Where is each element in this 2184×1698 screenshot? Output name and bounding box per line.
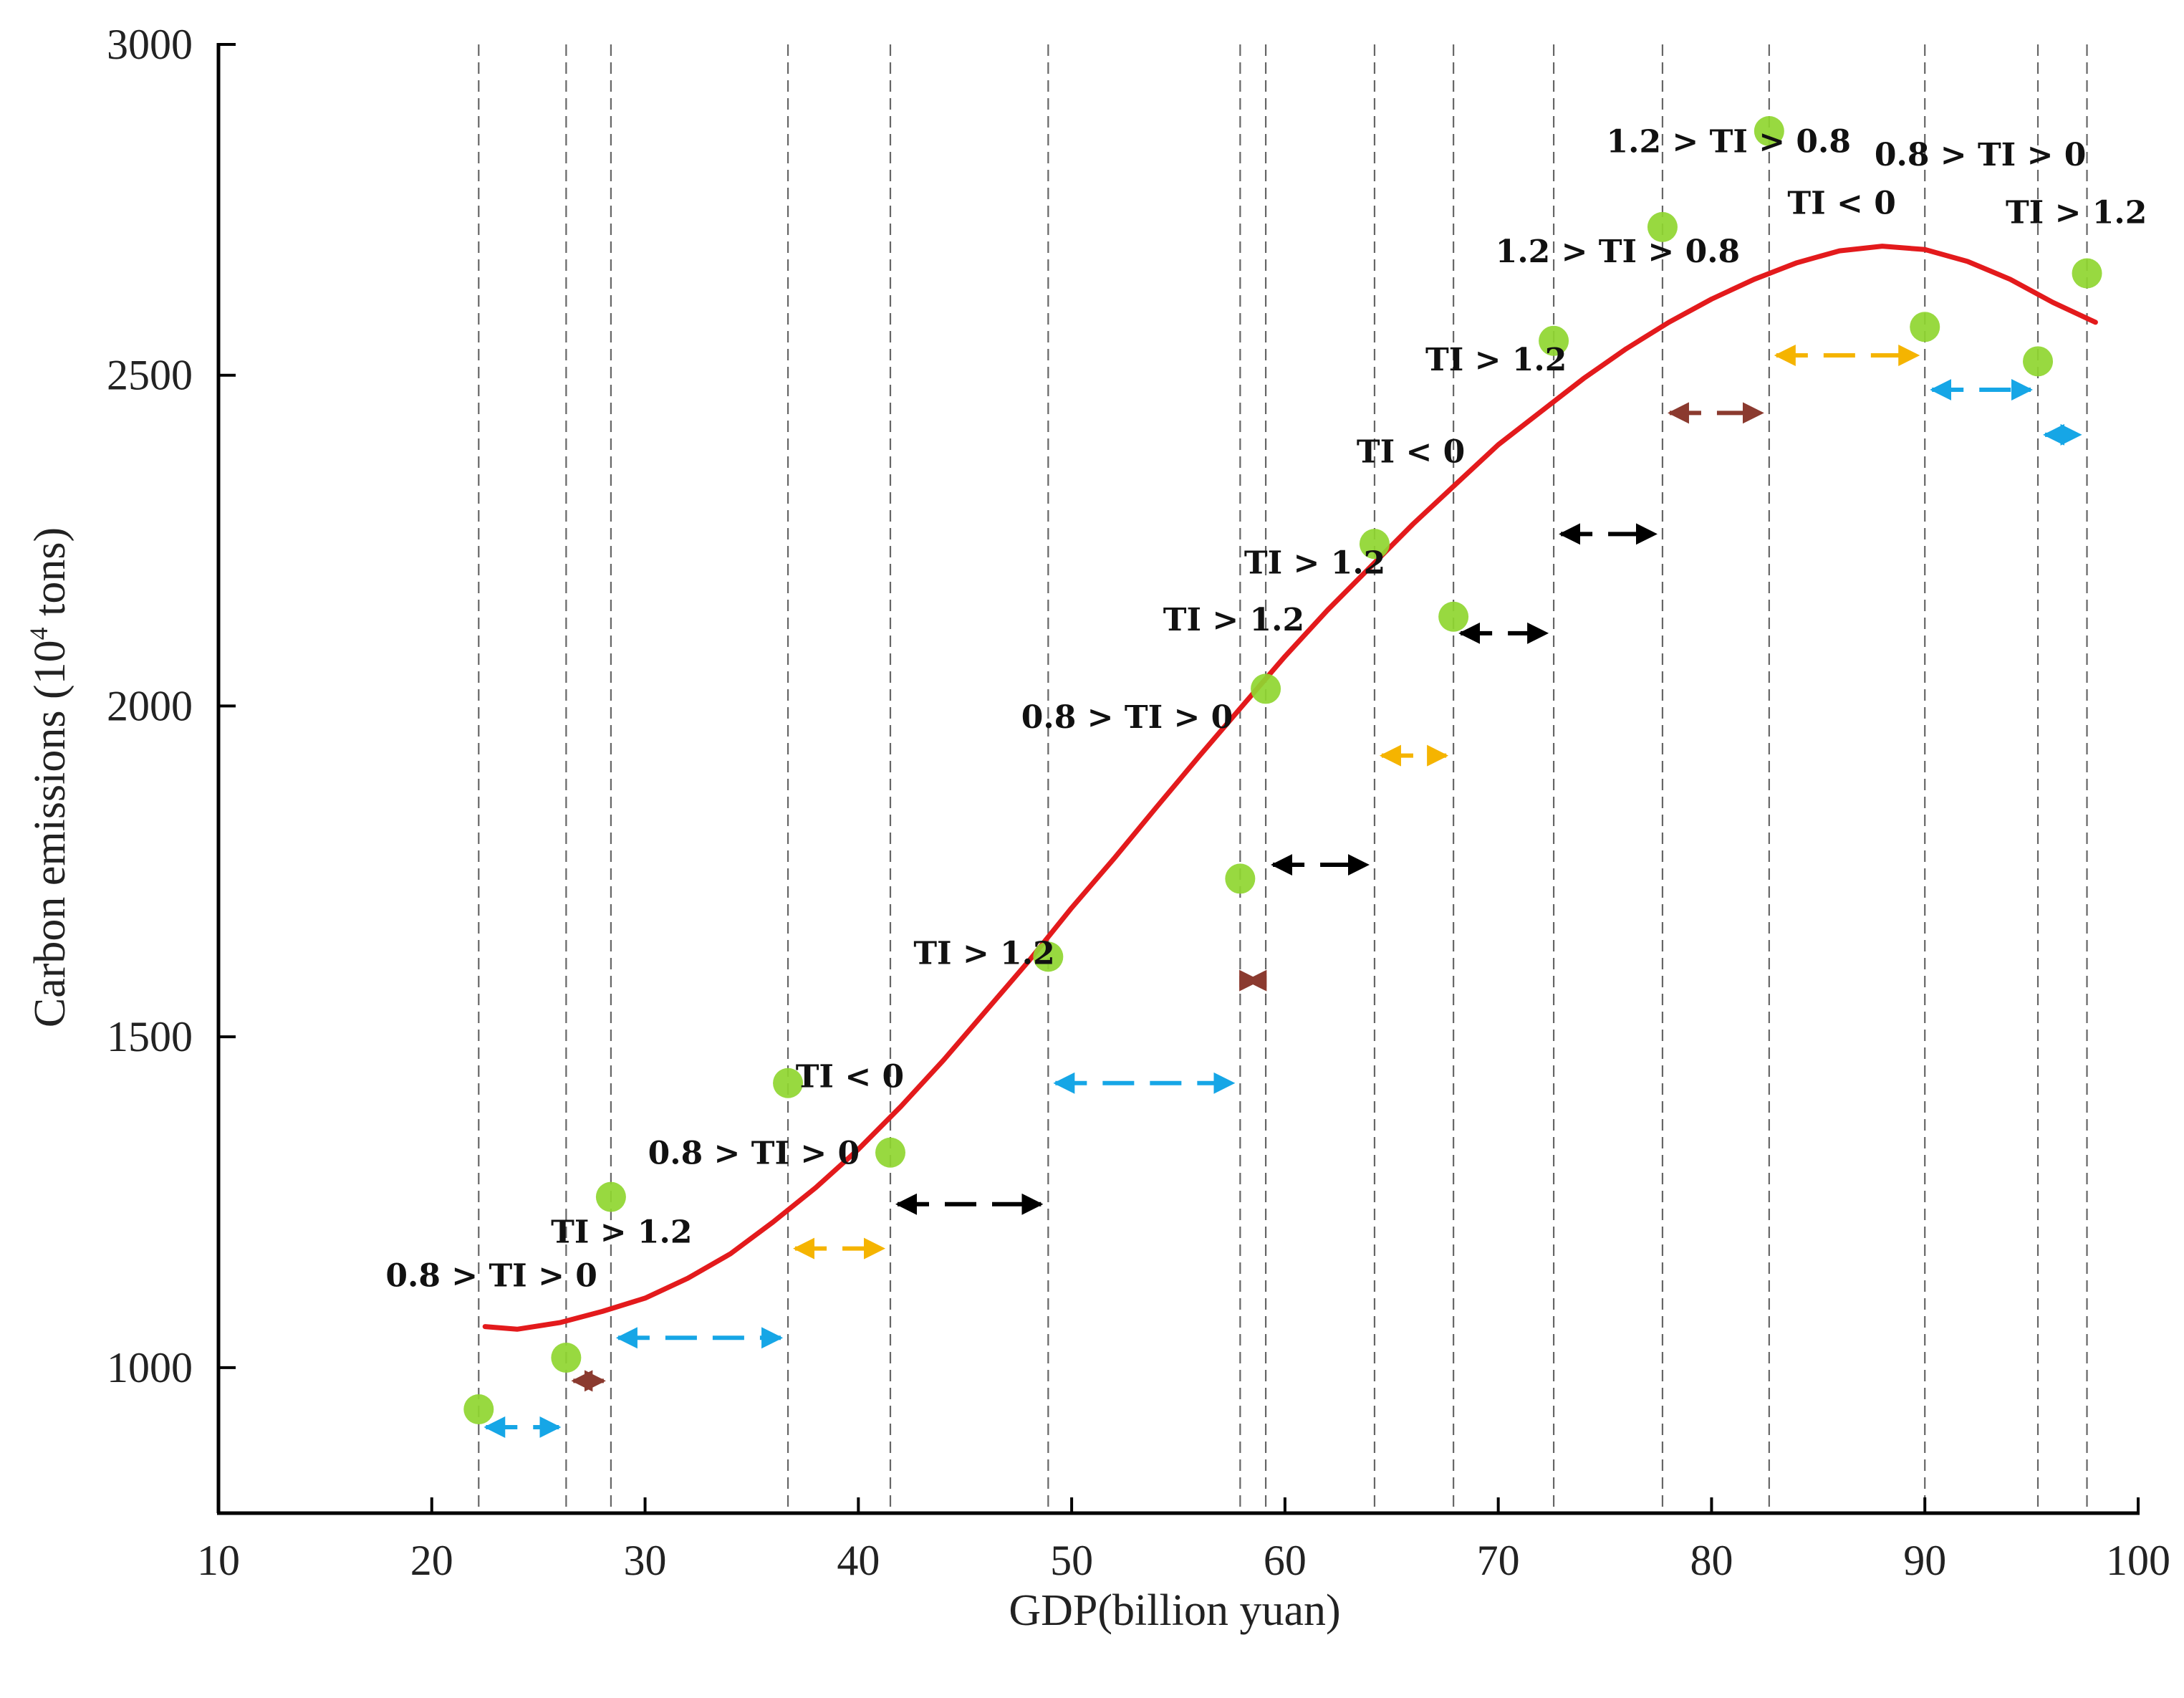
data-point-10 [1539,325,1569,356]
x-tick-label-90: 90 [1903,1537,1946,1584]
x-tick-label-20: 20 [410,1537,453,1584]
ti-annotation-8: TI < 0 [1357,434,1465,471]
data-point-4 [875,1137,905,1168]
x-tick-label-100: 100 [2106,1537,2170,1584]
data-point-11 [1647,211,1678,242]
y-tick-label-2000: 2000 [107,682,193,729]
ti-annotation-13: 0.8 > TI > 0 [1875,137,2087,173]
fitted-curve-group [482,244,2098,1332]
y-tick-label-3000: 3000 [107,21,193,68]
data-point-12 [1754,115,1784,146]
data-point-15 [2072,258,2102,289]
x-tick-label-50: 50 [1050,1537,1093,1584]
ti-annotation-1: TI > 1.2 [551,1214,692,1250]
y-axis-label: Carbon emissions (104 tons) [24,527,74,1027]
x-tick-label-80: 80 [1690,1537,1733,1584]
ti-annotation-2: 0.8 > TI > 0 [648,1135,860,1171]
data-point-6 [1225,863,1256,894]
x-axis-label: GDP(billion yuan) [1009,1586,1340,1635]
ti-annotation-5: 0.8 > TI > 0 [1021,699,1233,736]
x-tick-label-60: 60 [1264,1537,1307,1584]
y-tick-label-1000: 1000 [107,1344,193,1391]
data-point-3 [773,1068,804,1098]
ti-annotation-4: TI > 1.2 [913,936,1054,972]
data-point-14 [2023,346,2054,377]
data-point-13 [1910,312,1940,342]
data-point-0 [463,1394,494,1425]
ti-annotation-14: TI > 1.2 [2006,194,2147,231]
data-point-9 [1438,601,1469,632]
ti-annotation-3: TI < 0 [796,1058,904,1095]
x-tick-label-30: 30 [624,1537,667,1584]
ti-annotation-6: TI > 1.2 [1163,602,1304,638]
ti-annotation-0: 0.8 > TI > 0 [385,1257,597,1294]
ti-annotation-12: TI < 0 [1787,185,1895,221]
fitted-curve [482,244,2098,1332]
data-point-8 [1359,529,1390,560]
y-axis-label-sup: 4 [24,627,53,640]
y-tick-label-2500: 2500 [107,352,193,399]
data-point-2 [595,1181,626,1212]
axes: 10 20 30 40 50 60 70 80 90 100 1000 1500 2000 2500 300… [107,21,2170,1584]
data-points [463,115,2102,1425]
ti-annotation-7: TI > 1.2 [1244,545,1385,582]
ti-annotation-11: 1.2 > TI > 0.8 [1607,124,1851,160]
interval-arrows [484,345,2082,1438]
y-tick-label-1500: 1500 [107,1013,193,1060]
x-tick-label-10: 10 [197,1537,240,1584]
x-tick-label-70: 70 [1477,1537,1520,1584]
y-axis-label-main: Carbon emissions (10 [26,640,74,1027]
data-point-1 [551,1342,582,1373]
data-point-7 [1251,673,1281,704]
ti-annotations: 0.8 > TI > 0 TI > 1.2 0.8 > TI > 0 TI < 0 TI… [385,124,2147,1295]
x-tick-label-40: 40 [837,1537,880,1584]
guide-lines [478,44,2088,1513]
data-point-5 [1033,941,1064,972]
ti-annotation-9: TI > 1.2 [1425,342,1567,378]
ti-annotation-10: 1.2 > TI > 0.8 [1496,234,1740,270]
y-axis-label-tail: tons) [26,527,74,628]
